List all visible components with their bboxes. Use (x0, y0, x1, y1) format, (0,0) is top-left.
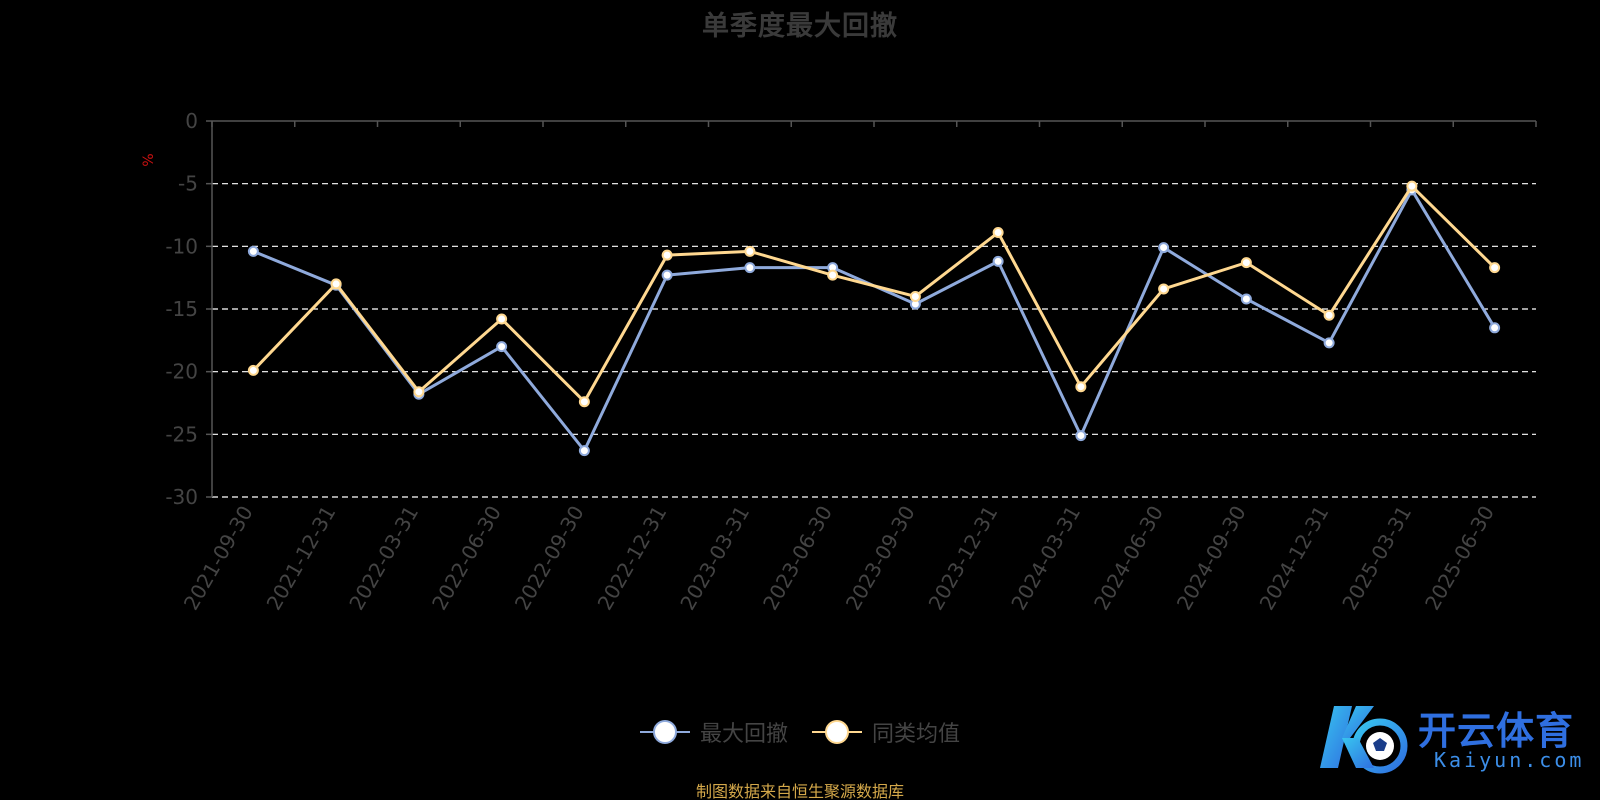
data-point-peer-average (744, 245, 756, 257)
data-point-peer-average (909, 290, 921, 302)
data-point-peer-average (1323, 309, 1335, 321)
data-point-max-drawdown (578, 445, 590, 457)
series-line-peer-average (252, 184, 1496, 404)
legend-swatch-max-drawdown (639, 720, 690, 744)
data-point-peer-average (413, 386, 425, 398)
data-point-peer-average (1158, 283, 1170, 295)
data-point-peer-average (330, 278, 342, 290)
x-tick-label: 2021-09-30 (179, 502, 258, 615)
data-point-max-drawdown (1075, 430, 1087, 442)
chart-title: 单季度最大回撤 (702, 11, 898, 42)
kaiyun-logo: 开云体育 Kaiyun.com (1312, 698, 1582, 778)
legend-item-max-drawdown[interactable]: 最大回撤 (639, 716, 788, 748)
x-tick-label: 2024-09-30 (1172, 502, 1251, 615)
data-point-max-drawdown (1240, 293, 1252, 305)
data-point-peer-average (661, 249, 673, 261)
kaiyun-logo-text-en: Kaiyun.com (1434, 748, 1585, 772)
chart-legend: 最大回撤 同类均值 (0, 716, 1600, 748)
y-tick-label: -10 (165, 234, 198, 258)
data-point-max-drawdown (744, 262, 756, 274)
x-tick-label: 2022-03-31 (344, 502, 423, 615)
x-tick-label: 2025-03-31 (1337, 502, 1416, 615)
legend-label-peer-average: 同类均值 (872, 722, 961, 747)
x-tick-label: 2022-12-31 (593, 502, 672, 615)
legend-label-max-drawdown: 最大回撤 (699, 722, 788, 747)
x-tick-label: 2021-12-31 (262, 502, 341, 615)
data-source-note: 制图数据来自恒生聚源数据库 (695, 782, 904, 800)
x-tick-label: 2023-03-31 (675, 502, 754, 615)
x-tick-label: 2022-06-30 (427, 502, 506, 615)
data-point-max-drawdown (496, 341, 508, 353)
y-tick-label: -30 (165, 485, 198, 509)
data-point-max-drawdown (1158, 242, 1170, 254)
y-tick-label: -15 (165, 297, 198, 321)
x-tick-label: 2024-03-31 (1006, 502, 1085, 615)
data-point-peer-average (1240, 257, 1252, 269)
data-point-peer-average (247, 364, 259, 376)
data-point-peer-average (1406, 180, 1418, 192)
data-point-peer-average (1489, 262, 1501, 274)
x-tick-label: 2024-06-30 (1089, 502, 1168, 615)
series-line-max-drawdown (252, 188, 1496, 453)
data-point-peer-average (496, 313, 508, 325)
data-point-max-drawdown (992, 255, 1004, 267)
x-tick-label: 2023-09-30 (841, 502, 920, 615)
y-tick-label: -25 (165, 422, 198, 446)
x-tick-label: 2023-06-30 (758, 502, 837, 615)
x-tick-label: 2025-06-30 (1420, 502, 1499, 615)
legend-item-peer-average[interactable]: 同类均值 (812, 716, 960, 748)
data-point-peer-average (992, 227, 1004, 239)
data-point-max-drawdown (1489, 322, 1501, 334)
y-tick-label: -20 (165, 360, 198, 384)
y-tick-label: -5 (178, 172, 198, 196)
data-point-max-drawdown (1323, 337, 1335, 349)
data-point-max-drawdown (661, 269, 673, 281)
x-tick-label: 2023-12-31 (924, 502, 1003, 615)
kaiyun-logo-text-cn: 开云体育 (1418, 709, 1575, 753)
data-point-peer-average (578, 396, 590, 408)
legend-swatch-peer-average (812, 720, 862, 744)
x-tick-label: 2024-12-31 (1255, 502, 1334, 615)
kaiyun-logo-icon (1320, 706, 1408, 774)
data-point-peer-average (1075, 381, 1087, 393)
data-point-peer-average (827, 269, 839, 281)
y-tick-label: 0 (185, 109, 198, 133)
x-tick-label: 2022-09-30 (510, 502, 589, 615)
data-point-max-drawdown (247, 245, 259, 257)
